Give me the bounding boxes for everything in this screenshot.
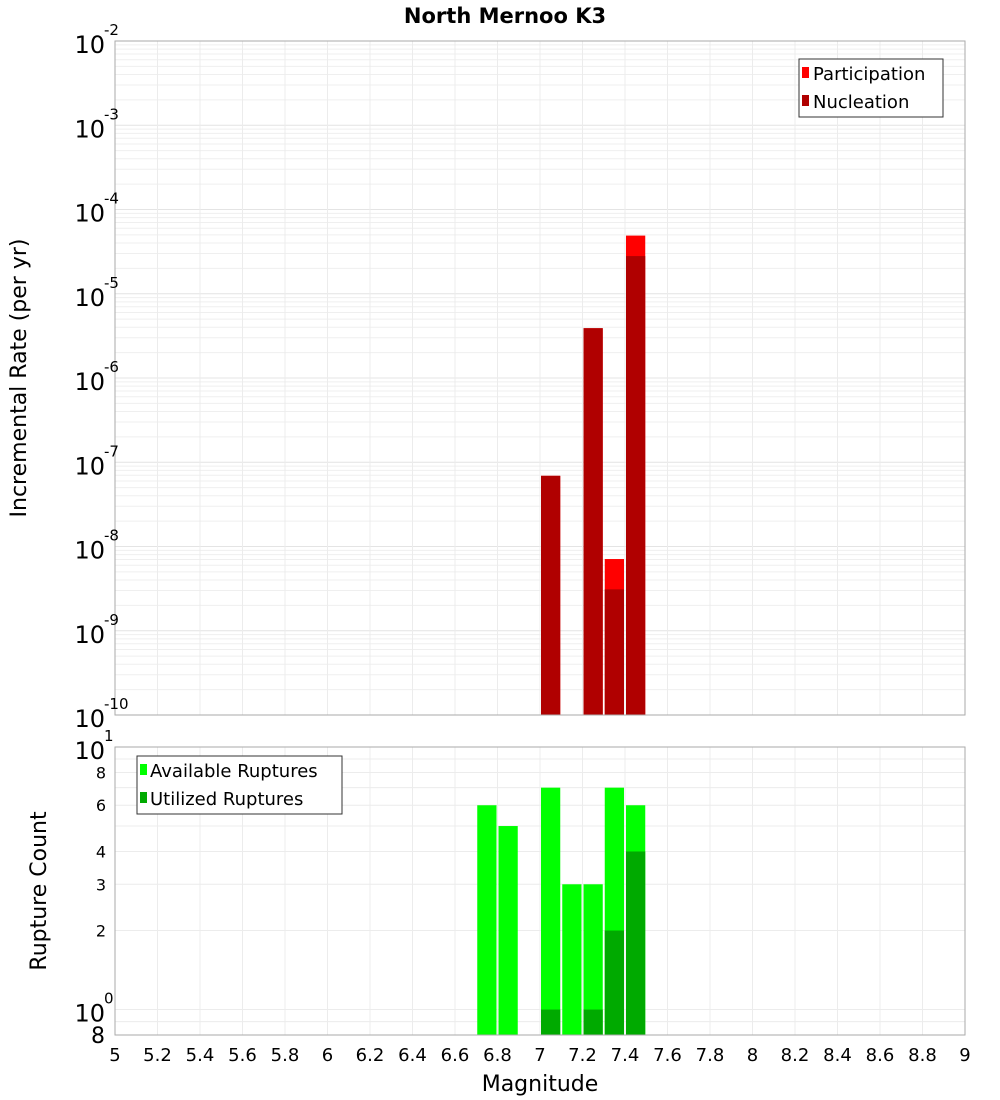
bar-nucleation — [626, 256, 646, 715]
bar-nucleation — [541, 475, 561, 715]
bar-nucleation — [604, 589, 624, 715]
x-tick-label: 5.2 — [143, 1045, 172, 1066]
x-tick-label: 8.8 — [908, 1045, 937, 1066]
y-tick-label: 10 — [74, 31, 105, 59]
y-tick-label: 10 — [74, 737, 105, 765]
x-tick-label: 5 — [109, 1045, 120, 1066]
bar-nucleation — [583, 328, 603, 715]
legend-label: Utilized Ruptures — [150, 789, 303, 810]
x-tick-label: 8.6 — [866, 1045, 895, 1066]
x-tick-label: 7.6 — [653, 1045, 682, 1066]
y-tick-label: 10 — [74, 452, 105, 480]
y-tick-exponent: 0 — [104, 990, 114, 1008]
y-tick-label: 10 — [74, 200, 105, 228]
y-tick-label: 10 — [74, 705, 105, 733]
bar-utilized-ruptures — [604, 930, 624, 1035]
x-tick-label: 6.2 — [356, 1045, 385, 1066]
x-tick-label: 7 — [534, 1045, 545, 1066]
x-tick-label: 6.4 — [398, 1045, 427, 1066]
plot-frame-bottom — [114, 746, 966, 1036]
legend-swatch-participation — [802, 67, 809, 78]
y-tick-label: 10 — [74, 621, 105, 649]
y-tick-label: 10 — [74, 115, 105, 143]
x-tick-label: 7.2 — [568, 1045, 597, 1066]
x-tick-label: 8.4 — [823, 1045, 852, 1066]
x-tick-label: 6 — [322, 1045, 333, 1066]
y-axis-label: Rupture Count — [27, 811, 52, 971]
y-tick-label: 8 — [96, 763, 106, 782]
x-tick-label: 9 — [959, 1045, 970, 1066]
y-tick-exponent: -4 — [104, 190, 119, 208]
x-tick-label: 6.6 — [441, 1045, 470, 1066]
x-tick-label: 7.8 — [696, 1045, 725, 1066]
y-tick-label: 6 — [96, 796, 106, 815]
legend-top — [798, 58, 944, 118]
y-axis-label: Incremental Rate (per yr) — [7, 239, 32, 518]
bar-available-ruptures — [498, 826, 518, 1035]
legend-label: Available Ruptures — [150, 761, 318, 782]
y-tick-label: 10 — [74, 368, 105, 396]
x-tick-label: 5.4 — [186, 1045, 215, 1066]
bar-utilized-ruptures — [626, 851, 646, 1035]
chart-title: North Mernoo K3 — [404, 4, 606, 28]
bar-available-ruptures — [541, 787, 561, 1035]
legend-label: Nucleation — [813, 92, 909, 113]
x-tick-label: 7.4 — [611, 1045, 640, 1066]
bar-utilized-ruptures — [541, 1009, 561, 1035]
y-tick-label: 10 — [74, 284, 105, 312]
x-axis-label: Magnitude — [482, 1072, 599, 1097]
legend-bottom — [136, 755, 343, 815]
x-tick-label: 8.2 — [781, 1045, 810, 1066]
x-tick-label: 5.6 — [228, 1045, 257, 1066]
bar-utilized-ruptures — [583, 1009, 603, 1035]
y-tick-exponent: -10 — [104, 695, 129, 713]
y-tick-exponent: -8 — [104, 527, 119, 545]
y-tick-label: 8 — [91, 1024, 105, 1049]
bar-available-ruptures — [583, 884, 603, 1035]
legend-swatch-available-ruptures — [140, 764, 147, 775]
bar-available-ruptures — [477, 805, 497, 1035]
legend-label: Participation — [813, 64, 925, 85]
legend-swatch-nucleation — [802, 95, 809, 106]
x-tick-label: 6.8 — [483, 1045, 512, 1066]
y-tick-label: 2 — [96, 922, 106, 941]
x-tick-label: 8 — [747, 1045, 758, 1066]
plot-frame-top — [114, 40, 966, 716]
y-tick-exponent: -9 — [104, 611, 119, 629]
y-tick-label: 3 — [96, 875, 106, 894]
y-tick-exponent: -5 — [104, 274, 119, 292]
bar-available-ruptures — [562, 884, 582, 1035]
y-tick-label: 10 — [74, 537, 105, 565]
y-tick-exponent: -3 — [104, 105, 119, 123]
y-tick-exponent: 1 — [104, 727, 114, 745]
legend-swatch-utilized-ruptures — [140, 792, 147, 803]
y-tick-label: 10 — [74, 1000, 105, 1028]
y-tick-exponent: -7 — [104, 442, 119, 460]
x-tick-label: 5.8 — [271, 1045, 300, 1066]
y-tick-exponent: -6 — [104, 358, 119, 376]
y-tick-exponent: -2 — [104, 21, 119, 39]
y-tick-label: 4 — [96, 842, 106, 861]
